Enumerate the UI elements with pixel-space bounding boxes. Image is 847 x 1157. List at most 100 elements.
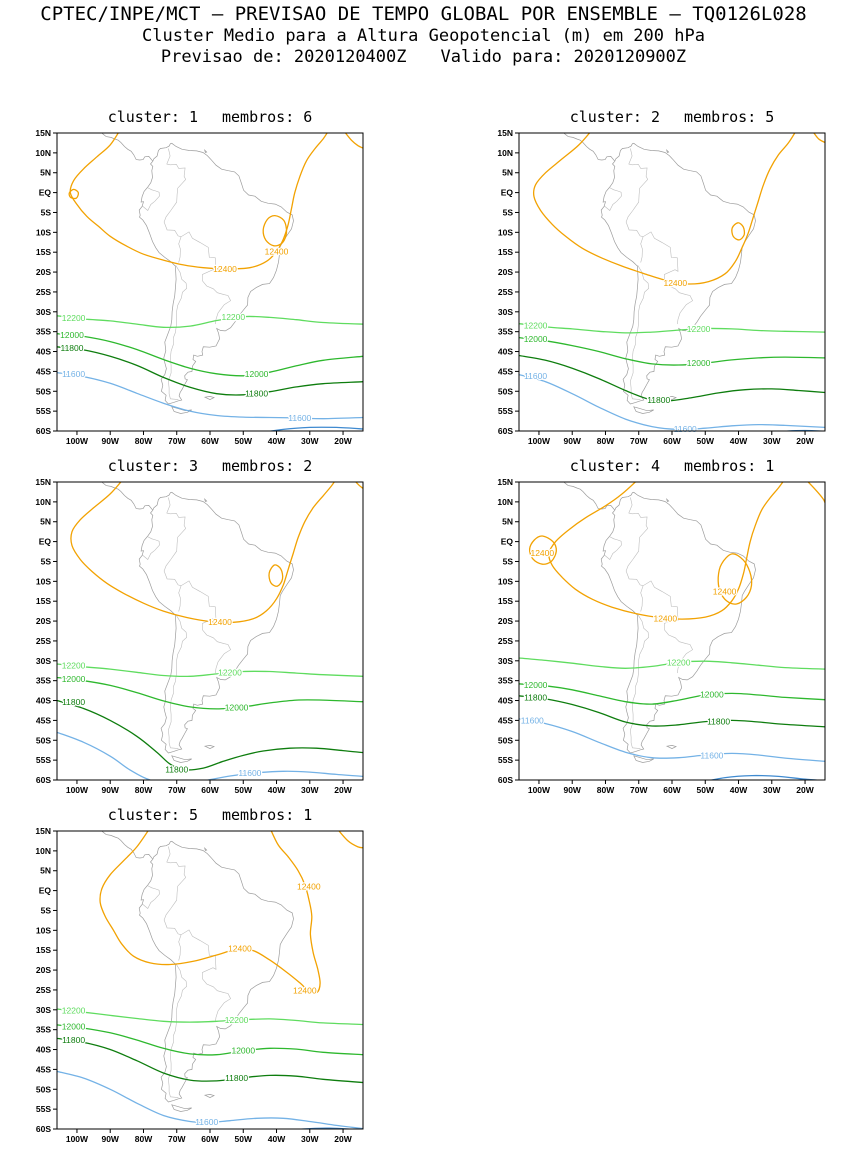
trinidad-outline [204, 497, 208, 502]
central-america-coastline [101, 481, 154, 511]
contour-label-12000: 12000 [231, 1045, 255, 1055]
contour-label-12000: 12000 [62, 1021, 86, 1031]
lon-tick-label: 50W [697, 436, 715, 446]
country-border [168, 613, 188, 749]
country-border [168, 962, 188, 1098]
tierra-del-fuego-outline [171, 754, 192, 763]
lat-tick-label: 5N [502, 516, 513, 526]
lat-tick-label: 40S [36, 346, 51, 356]
lat-tick-label: 55S [36, 406, 51, 416]
lon-tick-label: 70W [168, 436, 186, 446]
contour-label-12200: 12200 [667, 657, 691, 667]
contour-lines [57, 132, 363, 431]
membros-label: membros: 1 [222, 805, 313, 824]
lat-tick-label: 20S [36, 965, 51, 975]
country-border [178, 236, 182, 263]
lat-tick-label: 30S [36, 306, 51, 316]
map-panel-4: 12400 12400 12400 12200 12000 12000 11800 11800… [497, 477, 826, 795]
contour-label-12200: 12200 [225, 1015, 249, 1025]
contour-label-11600: 11600 [288, 413, 311, 423]
map-panel-5: 12400 12400 12400 12200 12200 12000 12000 11800… [35, 826, 364, 1144]
tierra-del-fuego-outline [633, 405, 654, 414]
lat-tick-label: 10S [36, 576, 51, 586]
cluster-label: cluster: 4 [569, 456, 660, 475]
lon-tick-label: 60W [201, 1134, 219, 1144]
lat-tick-label: 60S [498, 426, 513, 436]
lat-tick-label: EQ [501, 536, 514, 546]
lon-tick-label: 70W [168, 785, 186, 795]
lat-tick-label: 40S [36, 695, 51, 705]
panel-title: cluster: 1 membros: 6 [35, 108, 385, 126]
contour-label-11600: 11600 [238, 767, 261, 777]
lat-tick-label: EQ [39, 187, 52, 197]
contour-label-12400: 12400 [208, 617, 232, 627]
lat-tick-label: 5N [502, 167, 513, 177]
south-america-coastline [600, 491, 756, 754]
contour-label-11600: 11600 [62, 368, 85, 378]
country-border [142, 535, 160, 560]
contour-11600 [519, 373, 825, 430]
contour-label-11600: 11600 [521, 715, 544, 725]
lon-tick-label: 90W [101, 1134, 119, 1144]
lat-tick-label: EQ [39, 536, 52, 546]
lon-tick-label: 20W [334, 1134, 352, 1144]
lon-tick-label: 60W [663, 436, 681, 446]
lat-tick-label: 5S [503, 556, 514, 566]
lon-tick-label: 90W [563, 436, 581, 446]
central-america-coastline [101, 830, 154, 860]
contour-label-12000: 12000 [60, 330, 84, 340]
contour-label-12200: 12200 [524, 320, 548, 330]
map-panel-2: 12400 12200 12200 12000 12000 11800 11600 11600… [497, 128, 826, 446]
contour-label-12200: 12200 [62, 1005, 86, 1015]
lat-tick-label: 25S [498, 287, 513, 297]
lat-tick-label: 5S [41, 556, 52, 566]
country-border [630, 613, 650, 749]
lat-tick-label: EQ [39, 885, 52, 895]
contour-label-12000: 12000 [700, 689, 724, 699]
contour-12000 [57, 332, 363, 377]
lat-tick-label: 5N [40, 167, 51, 177]
lat-tick-label: 25S [36, 636, 51, 646]
country-border [178, 934, 182, 961]
contour-12400 [548, 481, 784, 620]
lon-tick-label: 100W [66, 1134, 89, 1144]
map-outlines [101, 830, 294, 1112]
contour-label-11800: 11800 [62, 697, 85, 707]
contour-label-12000: 12000 [245, 369, 269, 379]
lat-tick-label: 5S [41, 207, 52, 217]
cluster-panel-1: cluster: 1 membros: 6 12400 12400 12200 12200… [23, 108, 373, 448]
contour-12000 [519, 336, 825, 366]
lon-tick-label: 100W [528, 436, 551, 446]
country-border [604, 535, 622, 560]
contour-12400 [70, 481, 336, 623]
cluster-panel-2: cluster: 2 membros: 5 12400 12200 12200 12000… [485, 108, 835, 448]
contour-labels: 12400 12400 12400 12200 12000 12000 11800 11800… [520, 547, 738, 762]
lat-tick-label: 10N [497, 497, 513, 507]
contour-label-12000: 12000 [524, 334, 548, 344]
contour-12400 [355, 481, 363, 489]
contour-label-11800: 11800 [524, 692, 547, 702]
contour-12400 [268, 563, 284, 587]
lat-tick-label: 15N [35, 477, 51, 487]
lat-tick-label: 15S [498, 247, 513, 257]
contour-12000 [519, 682, 825, 705]
lat-tick-label: 15N [497, 128, 513, 138]
contour-11400 [335, 779, 359, 780]
contour-12400 [262, 214, 288, 247]
contour-11800 [519, 354, 825, 402]
contour-12400 [68, 188, 80, 199]
country-border [163, 846, 231, 1022]
contour-label-12400: 12400 [713, 586, 737, 596]
contour-label-12200: 12200 [62, 313, 86, 323]
contour-12200 [57, 662, 363, 677]
lon-tick-label: 100W [66, 436, 89, 446]
lon-tick-label: 30W [763, 436, 781, 446]
falkland-islands-outline [665, 395, 677, 400]
map-panel-1: 12400 12400 12200 12200 12000 12000 11800 11800… [35, 128, 364, 446]
lat-tick-label: 5S [503, 207, 514, 217]
lon-tick-label: 80W [597, 436, 615, 446]
lat-tick-label: 30S [36, 1004, 51, 1014]
contour-12400 [731, 221, 746, 241]
central-america-coastline [563, 481, 616, 511]
